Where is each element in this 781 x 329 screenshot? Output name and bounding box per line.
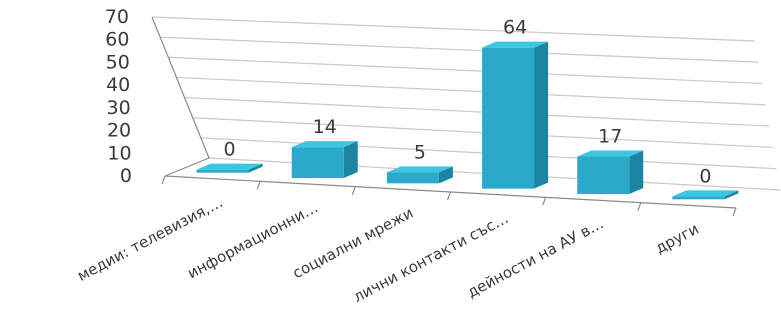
y-tick-label: 60 <box>105 29 129 51</box>
data-label: 17 <box>598 126 622 148</box>
y-tick-label: 10 <box>107 142 131 164</box>
category-labels: медии: телевизия,…информационни…социални… <box>74 193 701 306</box>
bar-side <box>534 41 549 189</box>
bar-0 <box>196 163 263 173</box>
bar-side <box>248 163 263 173</box>
data-label: 0 <box>699 165 711 187</box>
data-labels: 0 14 5 64 17 0 <box>224 17 712 188</box>
bars <box>196 41 739 200</box>
gridline-60 <box>160 36 759 63</box>
x-tick-mark <box>732 207 737 217</box>
bar-4 <box>577 150 644 194</box>
bar-top <box>672 190 739 197</box>
axes <box>151 16 737 217</box>
bar-3 <box>482 41 549 189</box>
y-tick-label: 0 <box>120 165 132 187</box>
x-tick-mark <box>446 191 452 201</box>
bar-side <box>343 141 358 178</box>
data-label: 64 <box>503 17 527 39</box>
bar-front <box>577 156 630 194</box>
bar-front <box>482 47 535 189</box>
y-tick-label: 40 <box>106 74 130 96</box>
x-tick-mark <box>351 186 356 195</box>
bar-top <box>577 150 644 157</box>
bar-front <box>196 169 249 173</box>
bar-front <box>672 196 725 200</box>
data-label: 0 <box>224 139 236 161</box>
bar-top <box>196 163 263 170</box>
gridline-50 <box>168 56 763 85</box>
bar-top <box>386 166 453 173</box>
y-tick-label: 50 <box>106 51 130 73</box>
y-tick-label: 20 <box>107 120 131 142</box>
y-axis-line <box>151 16 210 159</box>
bar-2 <box>386 166 453 184</box>
bar-5 <box>672 190 739 200</box>
x-tick-mark <box>161 175 166 185</box>
x-tick-mark <box>542 197 547 206</box>
gridline-40 <box>176 76 766 106</box>
x-tick-mark <box>637 202 642 211</box>
bar-side <box>629 150 644 194</box>
gridline-70 <box>151 16 756 42</box>
bar-1 <box>291 141 358 178</box>
category-label: други <box>652 220 701 258</box>
bar-top <box>291 141 358 148</box>
bar-side <box>438 166 453 184</box>
data-label: 5 <box>414 141 426 163</box>
bar-top <box>482 41 549 48</box>
data-label: 14 <box>313 116 337 138</box>
gridline-30 <box>184 96 770 127</box>
depth-axis-line <box>164 157 210 177</box>
x-tick-mark <box>256 181 261 190</box>
bar-side <box>724 190 739 200</box>
y-tick-label: 30 <box>107 97 131 119</box>
bar-front <box>291 147 344 178</box>
bar-front <box>386 172 439 184</box>
y-tick-label: 70 <box>105 6 129 28</box>
